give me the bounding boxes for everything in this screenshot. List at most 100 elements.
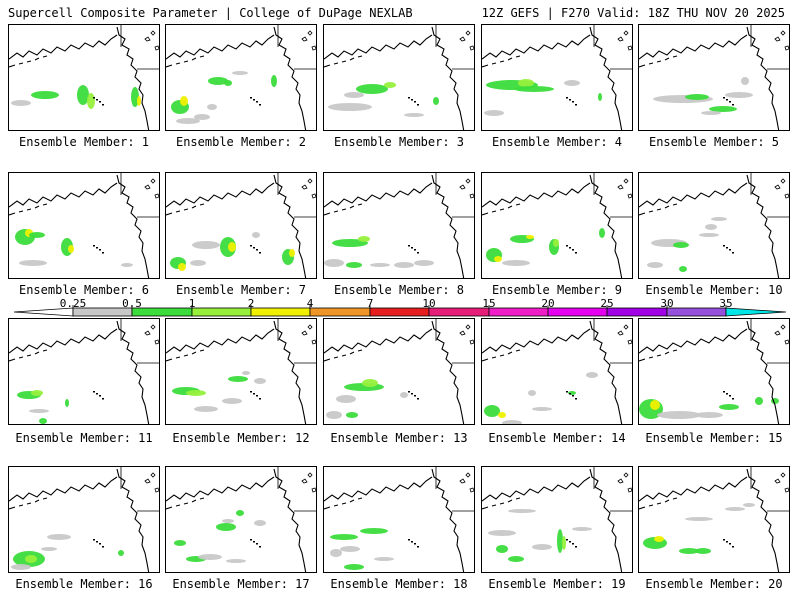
map-panel [8,318,160,425]
hawaii-island [414,249,416,251]
map-plot [166,319,316,424]
hawaii-island [569,393,571,395]
member-label: Ensemble Member: 1 [18,135,150,149]
scp-contour [374,557,394,561]
scp-contour [226,559,246,563]
coastline [9,328,118,354]
scp-contour [271,75,277,87]
scp-contour [137,96,141,106]
scp-contour [216,523,236,531]
scp-contour [695,412,723,418]
coastline [166,34,275,60]
legend-swatch [547,307,608,317]
hawaii-island [259,252,261,254]
map-plot [166,173,316,278]
coastline [431,320,465,424]
scp-contour [701,111,721,115]
map-panel [323,466,475,573]
hawaii-island [102,398,104,400]
map-panel [638,466,790,573]
hawaii-island [102,252,104,254]
scp-contour [673,242,689,248]
scp-contour [208,77,228,85]
scp-contour [358,236,370,242]
hawaii-island [417,546,419,548]
scp-contour [222,398,242,404]
hawaii-island [99,395,101,397]
scp-contour [526,235,534,239]
hawaii-island [575,104,577,106]
scp-contour [19,260,47,266]
scp-contour [254,520,266,526]
coastline [9,203,48,216]
member-label: Ensemble Member: 8 [333,283,465,297]
scp-contour [404,113,424,117]
coastline [324,476,433,502]
scp-contour [502,420,522,424]
scp-contour [194,114,210,120]
map-panel [165,24,317,131]
member-label: Ensemble Member: 5 [648,135,780,149]
scp-contour [198,554,222,560]
coastline [482,203,521,216]
scp-contour [11,100,31,106]
scp-contour [743,503,755,507]
coastline [746,174,780,278]
coastline [324,203,363,216]
scp-contour [705,224,717,230]
member-label: Ensemble Member: 7 [175,283,307,297]
scp-contour [87,93,95,109]
hawaii-island [417,104,419,106]
member-label: Ensemble Member: 12 [172,431,310,445]
scp-contour [252,232,260,238]
hawaii-island [96,393,98,395]
member-label: Ensemble Member: 6 [18,283,150,297]
lakes [617,30,632,51]
scp-contour [242,371,250,375]
scp-contour [498,412,506,418]
coastline [639,34,748,60]
scp-contour [362,379,378,387]
hawaii-island [726,541,728,543]
legend-swatch [428,307,490,317]
lakes [144,178,159,199]
coastline [166,55,205,68]
scp-contour [370,263,390,267]
coastline [746,320,780,424]
lakes [301,178,316,199]
scp-contour [685,94,709,100]
map-plot [639,467,789,572]
lakes [459,472,474,493]
hawaii-island [256,395,258,397]
hawaii-island [96,99,98,101]
scp-contour [332,239,368,247]
hawaii-island [729,395,731,397]
coastline [746,26,780,130]
coastline [482,55,521,68]
map-panel [8,172,160,279]
member-label: Ensemble Member: 4 [491,135,623,149]
scp-contour [222,519,234,523]
lakes [301,30,316,51]
hawaii-island [408,245,410,247]
coastline [639,349,678,362]
run-valid-time: 12Z GEFS | F270 Valid: 18Z THU NOV 20 20… [481,6,785,20]
hawaii-island [256,249,258,251]
map-panel [638,24,790,131]
member-label: Ensemble Member: 18 [330,577,468,591]
map-plot [166,467,316,572]
scp-contour [496,545,508,553]
scp-contour [31,390,43,396]
hawaii-island [408,539,410,541]
hawaii-island [250,391,252,393]
hawaii-island [250,245,252,247]
scp-contour [330,549,342,557]
scp-contour [344,564,364,570]
hawaii-island [729,101,731,103]
coastline [166,182,275,208]
hawaii-island [572,249,574,251]
map-plot [9,173,159,278]
scp-contour [25,555,37,563]
map-plot [9,25,159,130]
legend-swatch [606,307,668,317]
